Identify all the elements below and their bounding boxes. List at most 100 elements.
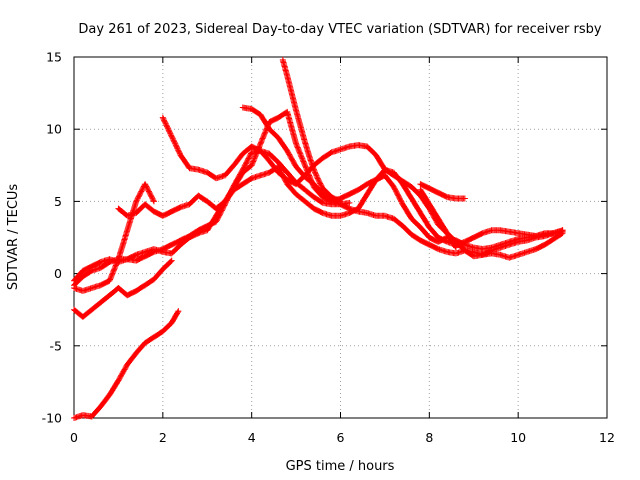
data-point <box>473 251 475 253</box>
data-point <box>437 241 439 243</box>
data-point <box>82 414 84 416</box>
data-point <box>233 186 235 188</box>
data-point <box>295 183 297 185</box>
data-point <box>108 294 111 296</box>
data-point <box>304 200 306 202</box>
x-tick-label: 0 <box>70 430 78 445</box>
data-point <box>428 244 430 246</box>
data-point <box>455 197 457 200</box>
data-point <box>260 174 262 176</box>
data-point <box>268 153 270 155</box>
data-point <box>384 215 386 217</box>
data-point <box>197 195 199 197</box>
data-point <box>331 151 333 153</box>
data-point <box>135 352 137 354</box>
data-point <box>428 236 430 239</box>
data-point <box>419 212 421 214</box>
data-point <box>206 229 208 231</box>
data-point <box>100 301 102 304</box>
data-point <box>437 192 439 194</box>
data-point <box>482 248 484 250</box>
data-point <box>73 309 75 311</box>
data-point <box>322 202 324 204</box>
data-point <box>526 239 528 241</box>
data-point <box>437 236 439 239</box>
data-point <box>180 206 182 208</box>
data-point <box>268 160 270 162</box>
data-point <box>473 236 475 239</box>
data-point <box>277 117 279 119</box>
data-point <box>339 148 342 150</box>
data-point <box>144 251 146 253</box>
grid-lines <box>74 57 607 418</box>
data-point <box>215 208 217 210</box>
data-point <box>126 364 128 366</box>
data-point <box>304 164 306 166</box>
data-point <box>517 232 519 234</box>
data-point <box>313 208 315 210</box>
data-point <box>135 260 137 262</box>
data-point <box>508 244 510 246</box>
data-point <box>206 171 208 174</box>
chart-title: Day 261 of 2023, Sidereal Day-to-day VTE… <box>78 22 601 37</box>
data-point <box>339 200 342 202</box>
data-point <box>411 197 413 200</box>
data-point <box>117 258 119 260</box>
data-point <box>508 257 510 259</box>
data-point <box>339 215 342 217</box>
data-point <box>331 200 333 202</box>
data-point <box>277 166 279 168</box>
data-point <box>171 322 173 324</box>
data-point <box>446 241 448 243</box>
data-point <box>553 238 555 240</box>
data-point <box>126 229 128 231</box>
data-point <box>162 251 164 253</box>
data-point <box>108 258 111 260</box>
data-point <box>402 225 404 227</box>
data-point <box>473 255 475 257</box>
x-tick-label: 4 <box>248 430 256 445</box>
data-point <box>171 244 173 246</box>
series-trace-7 <box>159 114 566 260</box>
series-trace-11 <box>417 186 459 251</box>
data-point <box>126 294 128 296</box>
data-point <box>295 166 297 168</box>
data-point <box>544 244 546 246</box>
data-point <box>224 200 226 202</box>
data-point <box>437 248 439 250</box>
data-point <box>177 310 179 312</box>
data-point <box>100 261 102 263</box>
data-point <box>91 309 93 311</box>
data-point <box>384 174 386 176</box>
data-point <box>402 180 404 182</box>
data-point <box>313 169 315 171</box>
data-point <box>91 416 93 418</box>
data-point <box>411 186 413 188</box>
data-point <box>490 249 493 252</box>
data-point <box>135 212 137 214</box>
y-tick-label: 10 <box>46 122 62 137</box>
data-point <box>117 208 119 210</box>
data-point <box>82 290 84 292</box>
data-point <box>499 254 501 256</box>
data-point <box>526 251 528 253</box>
data-point <box>242 106 244 109</box>
data-point <box>348 212 350 214</box>
data-point <box>322 187 324 189</box>
data-point <box>188 236 191 239</box>
data-point <box>91 287 93 289</box>
data-point <box>313 196 315 198</box>
data-point <box>277 171 279 174</box>
data-point <box>100 267 102 269</box>
data-point <box>286 179 288 181</box>
data-point <box>286 171 288 174</box>
data-point <box>499 247 501 249</box>
data-point <box>419 239 421 241</box>
data-point <box>393 218 395 220</box>
data-point <box>348 208 350 210</box>
data-point <box>517 241 519 243</box>
data-point <box>242 153 244 155</box>
data-point <box>251 145 253 148</box>
series-trace-6 <box>71 181 157 294</box>
data-point <box>108 394 111 396</box>
